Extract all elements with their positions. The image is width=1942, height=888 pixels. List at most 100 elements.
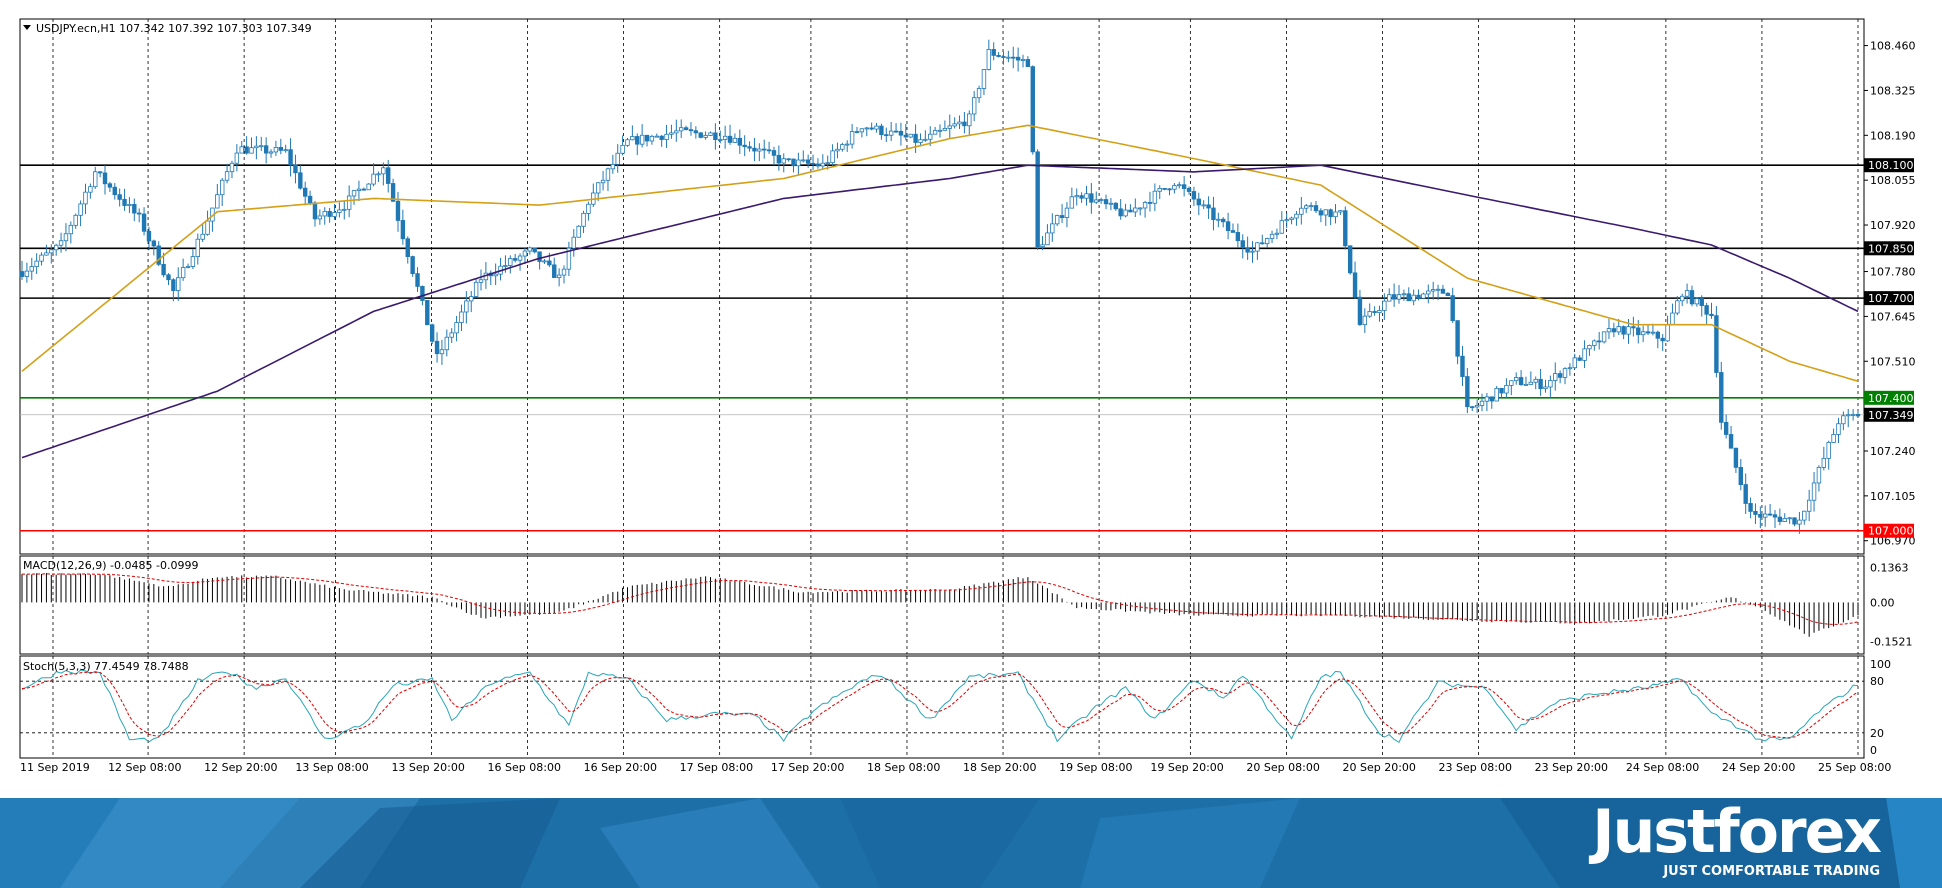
x-axis-label: 25 Sep 08:00 [1818, 761, 1891, 774]
candle-body [298, 172, 303, 189]
candle-body [1509, 380, 1514, 386]
macd-axis-label: 0.1363 [1870, 561, 1909, 574]
candle-body [327, 210, 332, 217]
candle-body [1738, 466, 1744, 485]
candle-body [1518, 377, 1524, 386]
candle-body [342, 208, 347, 211]
candle-body [19, 271, 25, 277]
candle-body [78, 203, 83, 216]
candle-body [1304, 205, 1309, 209]
candle-body [346, 195, 352, 210]
price-axis-label: 108.325 [1870, 84, 1916, 97]
candle-body [1640, 331, 1646, 336]
candle-body [679, 127, 684, 132]
candle-body [1723, 421, 1729, 435]
candle-body [586, 203, 591, 214]
candle-body [532, 247, 537, 253]
candle-body [649, 135, 655, 142]
x-axis-label: 16 Sep 20:00 [584, 761, 657, 774]
candle-body [884, 134, 889, 137]
candle-body [1416, 294, 1421, 299]
candle-body [1826, 442, 1831, 459]
candle-body [469, 296, 474, 302]
candle-body [224, 171, 230, 181]
candle-body [1079, 195, 1084, 199]
candle-body [1157, 187, 1162, 192]
candle-body [112, 186, 117, 196]
candle-body [415, 273, 420, 287]
candle-body [1816, 467, 1822, 484]
candle-body [1450, 295, 1455, 322]
price-pane [19, 18, 1865, 555]
candle-body [845, 143, 850, 146]
candle-body [732, 137, 738, 143]
x-axis-label: 24 Sep 20:00 [1722, 761, 1795, 774]
candle-body [97, 171, 103, 174]
candle-body [1645, 331, 1651, 334]
candle-body [1391, 294, 1397, 300]
candle-body [991, 49, 996, 56]
candle-body [1435, 288, 1441, 291]
candle-body [1504, 385, 1509, 394]
candle-body [1426, 290, 1431, 295]
candle-body [952, 123, 957, 127]
candle-body [229, 162, 235, 173]
candle-body [542, 260, 547, 263]
candle-body [361, 188, 367, 191]
x-axis-label: 11 Sep 2019 [20, 761, 90, 774]
candle-body [53, 244, 59, 251]
moving-average-slow [21, 164, 1859, 459]
macd-axis-label: 0.00 [1870, 596, 1895, 609]
candle-body [625, 139, 630, 146]
candle-body [371, 173, 376, 185]
candle-body [1347, 245, 1353, 274]
candle-body [1372, 311, 1377, 313]
candle-body [1006, 56, 1011, 59]
candle-body [644, 134, 650, 142]
candle-body [1528, 381, 1534, 385]
candle-body [1479, 400, 1485, 406]
candle-body [947, 125, 952, 129]
candle-body [903, 134, 909, 138]
candle-body [796, 159, 801, 167]
candle-body [410, 256, 415, 275]
candle-body [1753, 511, 1758, 515]
candle-body [556, 274, 562, 278]
candle-body [1714, 315, 1719, 373]
candle-body [1123, 209, 1128, 217]
candle-body [630, 136, 635, 141]
candle-body [1191, 191, 1197, 200]
candle-body [1606, 328, 1612, 333]
candle-body [757, 148, 762, 152]
candle-body [1142, 202, 1148, 209]
candle-body [141, 213, 147, 232]
candle-body [171, 279, 176, 291]
candle-body [703, 135, 708, 138]
stoch-axis-label: 0 [1870, 744, 1877, 757]
price-axis-label: 107.510 [1870, 355, 1916, 368]
candle-body [1035, 151, 1040, 248]
candle-body [1445, 292, 1451, 297]
candle-body [913, 133, 918, 143]
candle-body [1557, 373, 1563, 378]
candle-body [561, 268, 567, 276]
candle-body [1601, 331, 1607, 343]
candle-body [1636, 327, 1641, 336]
candle-body [1025, 59, 1031, 68]
candle-body [1206, 204, 1211, 209]
triangle-down-icon[interactable] [23, 25, 31, 30]
candle-body [395, 200, 401, 221]
candle-body [454, 322, 459, 334]
candle-body [312, 202, 318, 220]
candle-body [1054, 215, 1060, 225]
candle-body [727, 135, 733, 143]
candle-body [693, 130, 699, 134]
price-axis-label: 108.055 [1870, 174, 1916, 187]
candle-body [615, 152, 620, 165]
candle-body [571, 236, 576, 249]
candle-body [1513, 377, 1519, 382]
candle-body [1103, 199, 1109, 205]
candle-body [1694, 298, 1700, 305]
candle-body [1855, 414, 1861, 417]
candle-body [493, 273, 498, 277]
